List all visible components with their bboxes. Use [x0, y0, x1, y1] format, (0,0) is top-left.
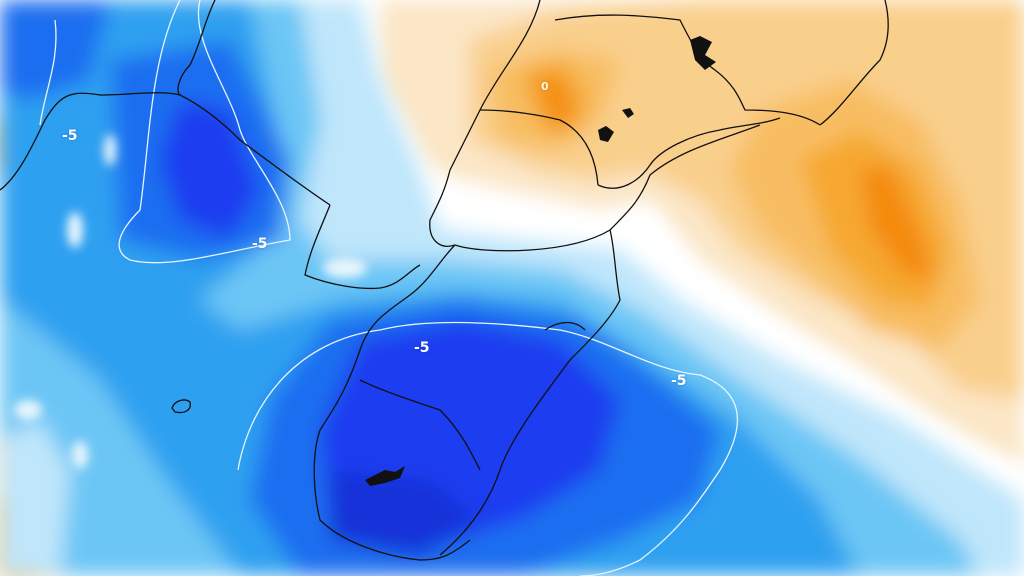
- political-borders: [0, 0, 889, 561]
- border-sp-mg: [429, 0, 541, 247]
- lakes: [365, 36, 716, 486]
- coastline: [454, 124, 761, 252]
- neutral-pockets: [14, 134, 367, 469]
- minus-5-contours: [39, 0, 739, 576]
- border-brazil-uruguay: [313, 244, 471, 561]
- border-paraguay-argentina: [0, 92, 331, 206]
